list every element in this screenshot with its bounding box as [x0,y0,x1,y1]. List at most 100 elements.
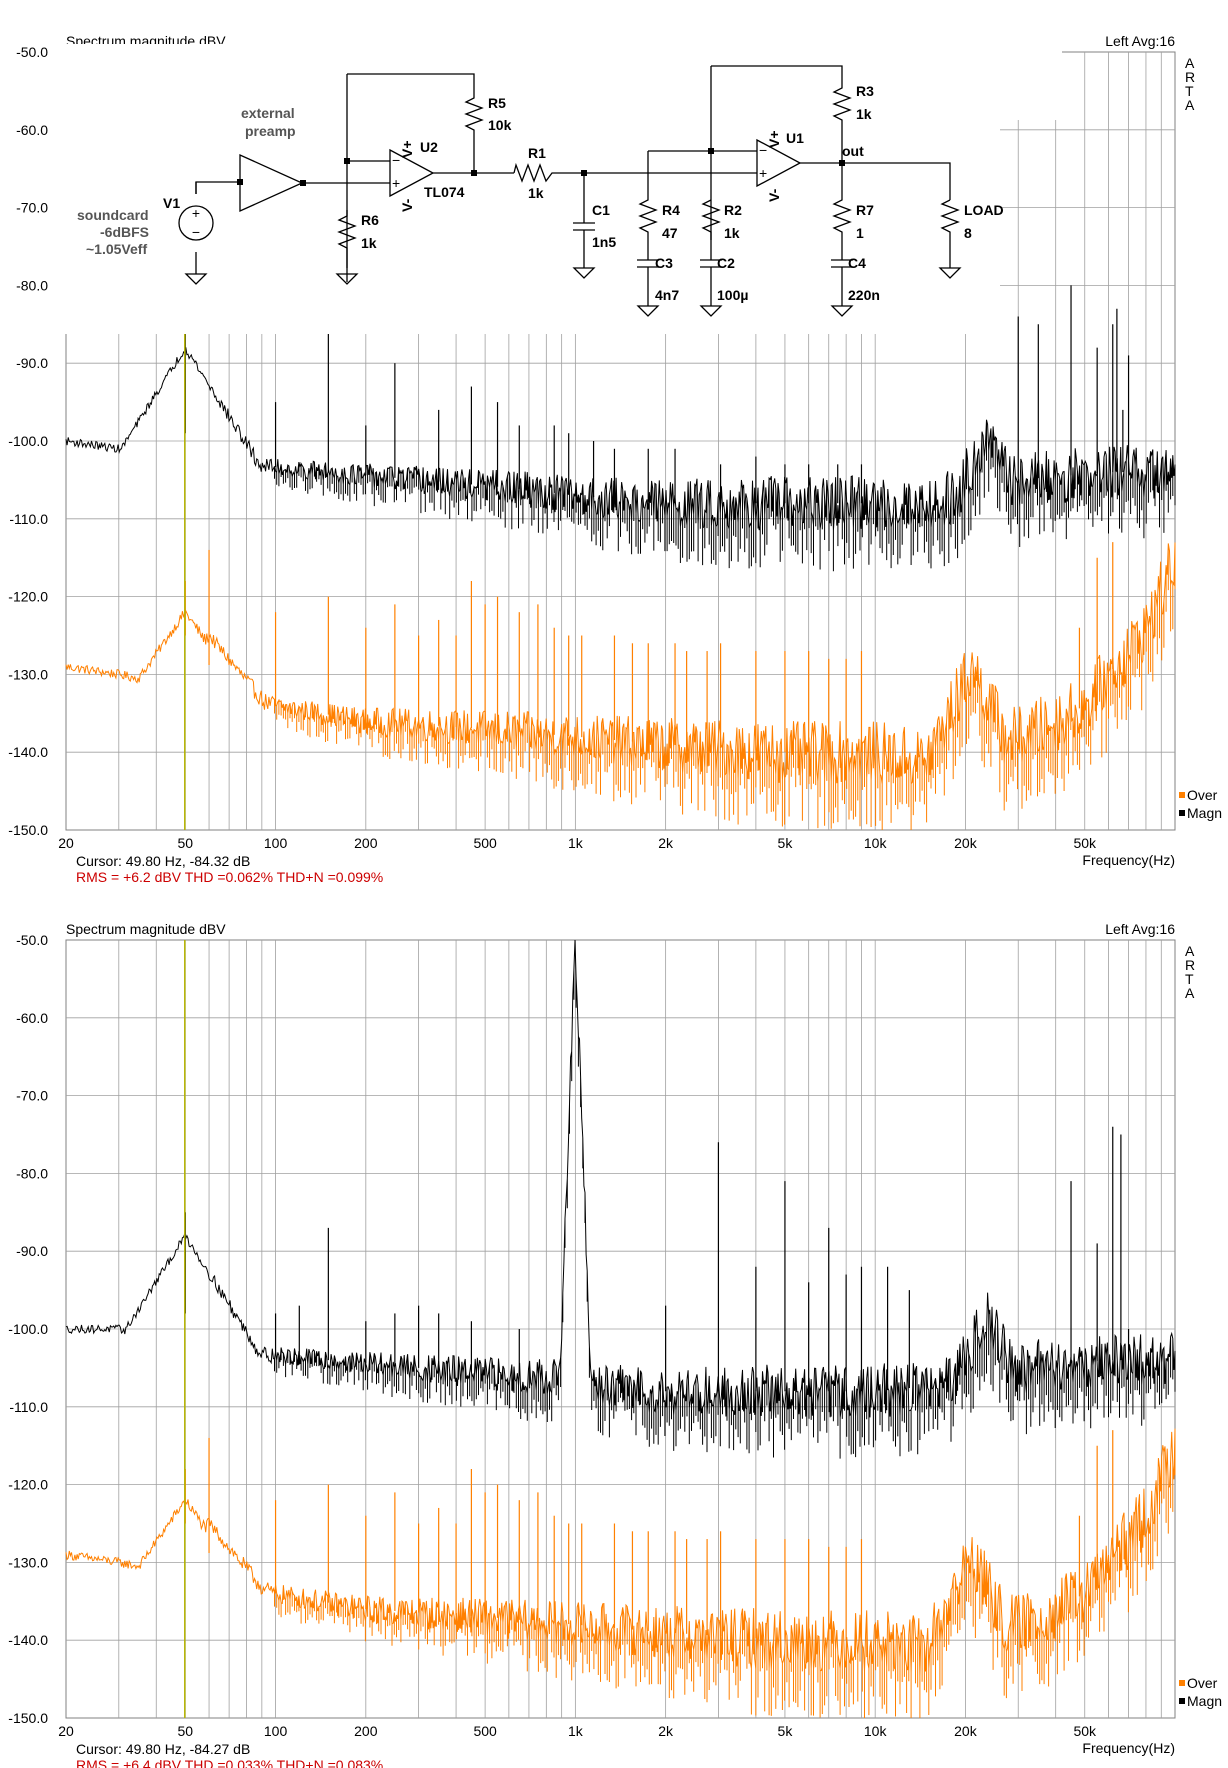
u1-vminus: V- [766,188,782,202]
brand-letter: A [1185,97,1195,113]
brand-letter: A [1185,985,1195,1001]
y-tick-label: -140.0 [8,1632,48,1648]
svg-text:+: + [759,165,767,181]
c3-label: C3 [655,255,673,271]
u1-vplus: V+ [766,130,782,148]
resistor-load [940,199,960,268]
y-tick-label: -100.0 [8,433,48,449]
x-tick-label: 50 [178,1723,194,1739]
series-magn-trace [65,347,1176,572]
c4-value: 220n [848,287,880,303]
resistor-r5 [464,96,484,173]
x-tick-label: 20 [58,1723,74,1739]
resistor-r4-capacitor-c3 [637,151,659,306]
spectrum-panel-bottom: -50.0 -60.0 -70.0 -80.0 -90.0 -100.0 -110.0 -12… [8,921,1222,1768]
x-tick-label: 100 [264,835,288,851]
preamp-triangle [239,153,304,213]
svg-text:−: − [759,142,767,158]
chart-title: Spectrum magnitude dBV [66,921,226,937]
brand-letter: A [1185,55,1195,71]
y-tick-label: -60.0 [16,1010,48,1026]
load-value: 8 [964,225,972,241]
circuit-schematic: + − V1 soundcard -6dBFS ~1.05Veff extern… [62,44,1062,334]
c2-label: C2 [717,255,735,271]
x-axis-label: Frequency(Hz) [1082,852,1175,868]
r2-value: 1k [724,225,740,241]
brand-letter: R [1185,69,1195,85]
x-tick-label: 20k [954,835,978,851]
r6-label: R6 [361,212,379,228]
x-tick-label: 5k [778,835,794,851]
channel-label: Left Avg:16 [1105,33,1175,49]
schematic-background-right [1000,44,1062,120]
v1-label: V1 [163,195,180,211]
x-tick-label: 10k [864,835,888,851]
schematic-background [62,44,1000,334]
x-tick-label: 200 [354,835,378,851]
opamp-u2 [389,148,435,198]
x-tick-label: 50k [1073,835,1097,851]
brand-letter: T [1185,971,1194,987]
u2-vplus: V+ [399,140,415,158]
x-tick-label: 500 [473,1723,497,1739]
c1-label: C1 [592,202,610,218]
y-tick-label: -120.0 [8,589,48,605]
u2-label: U2 [420,139,438,155]
resistor-r3 [832,80,852,163]
x-tick-label: 2k [658,835,674,851]
legend-label: Over [1187,787,1218,803]
svg-text:+: + [192,205,200,221]
legend-label: Over [1187,1675,1218,1691]
stats-readout: RMS = +6.2 dBV THD =0.062% THD+N =0.099% [76,869,383,885]
capacitor-c1 [573,173,595,268]
svg-text:−: − [192,224,200,240]
x-tick-label: 1k [568,1723,584,1739]
r1-label: R1 [528,145,546,161]
r4-value: 47 [662,225,678,241]
r7-value: 1 [856,225,864,241]
x-tick-label: 50 [178,835,194,851]
cursor-readout: Cursor: 49.80 Hz, -84.32 dB [76,853,250,869]
x-tick-label: 1k [568,835,584,851]
load-label: LOAD [964,202,1004,218]
brand-letter: A [1185,943,1195,959]
x-axis-label: Frequency(Hz) [1082,1740,1175,1756]
r4-label: R4 [662,202,680,218]
u2-vminus: V- [399,198,415,212]
resistor-r1 [513,162,584,183]
x-tick-label: 10k [864,1723,888,1739]
r5-label: R5 [488,95,506,111]
r3-label: R3 [856,83,874,99]
legend-label: Magn [1187,805,1222,821]
r6-value: 1k [361,235,377,251]
y-tick-label: -70.0 [16,1088,48,1104]
source-level: -6dBFS [100,224,149,240]
channel-label: Left Avg:16 [1105,921,1175,937]
c3-value: 4n7 [655,287,679,303]
r1-value: 1k [528,185,544,201]
preamp-label-1: external [241,105,295,121]
preamp-label-2: preamp [245,123,296,139]
y-tick-label: -80.0 [16,277,48,293]
c2-value: 100µ [717,287,748,303]
y-tick-label: -60.0 [16,122,48,138]
x-tick-label: 500 [473,835,497,851]
resistor-r7-capacitor-c4 [831,163,853,306]
x-tick-label: 2k [658,1723,674,1739]
brand-letter: T [1185,83,1194,99]
resistor-r2-capacitor-c2 [700,199,722,306]
svg-text:−: − [392,152,400,168]
legend-swatch [1179,1698,1185,1704]
y-tick-label: -50.0 [16,932,48,948]
legend-swatch [1179,810,1185,816]
stats-readout: RMS = +6.4 dBV THD =0.033% THD+N =0.083% [76,1757,383,1768]
y-tick-label: -130.0 [8,666,48,682]
series-magn-trace [65,939,1176,1459]
u1-label: U1 [786,130,804,146]
y-tick-label: -110.0 [9,1399,48,1415]
c4-label: C4 [848,255,866,271]
y-tick-label: -150.0 [8,822,48,838]
resistor-r6 [337,210,357,268]
x-tick-label: 100 [264,1723,288,1739]
